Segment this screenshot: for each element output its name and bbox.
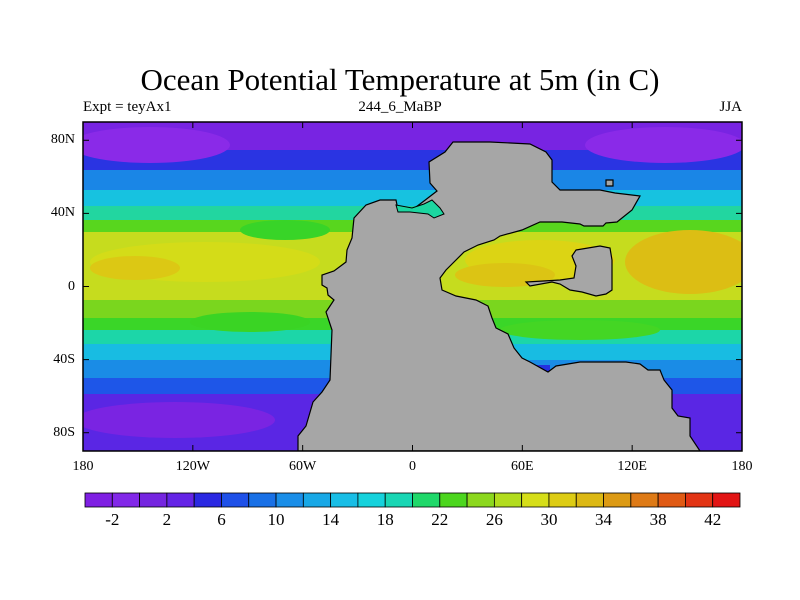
pangaea-west xyxy=(297,141,701,451)
colorbar-label: 10 xyxy=(267,510,285,529)
colorbar-box xyxy=(330,492,359,508)
band-cool-north xyxy=(83,170,742,192)
colorbar-box xyxy=(603,492,632,508)
colorbar-box xyxy=(712,492,741,508)
colorbar-label: 6 xyxy=(217,510,226,529)
land xyxy=(297,141,701,451)
colorbar-label: 34 xyxy=(595,510,613,529)
colorbar-box xyxy=(685,492,714,508)
cold-pool-northwest xyxy=(83,127,230,163)
warm-core-tethys xyxy=(455,263,555,287)
colorbar-box xyxy=(575,492,604,508)
warm-pool-east xyxy=(625,230,742,294)
colorbar-box xyxy=(221,492,250,508)
colorbar-label: -2 xyxy=(105,510,120,529)
lat-tick-label: 0 xyxy=(68,278,75,294)
lon-tick-label: 60E xyxy=(511,459,534,474)
experiment-label: Expt = teyAx1 xyxy=(83,99,172,115)
colorbar-box xyxy=(275,492,304,508)
tethys-central-island xyxy=(524,245,613,297)
colorbar-label: 30 xyxy=(540,510,558,529)
inland-sea xyxy=(395,199,445,219)
green-streak-north xyxy=(240,220,330,240)
lon-tick-label: 120E xyxy=(617,459,647,474)
cold-pool-southwest xyxy=(83,402,275,438)
colorbar-label: 22 xyxy=(431,510,449,529)
colorbar-box xyxy=(84,492,113,508)
lon-tick-label: 0 xyxy=(409,459,416,474)
warm-core-west xyxy=(90,256,180,280)
lat-tick-label: 80N xyxy=(50,132,75,148)
colorbar-box xyxy=(166,492,195,508)
lat-tick-label: 40N xyxy=(50,205,75,221)
lat-tick-label: 80S xyxy=(53,424,75,440)
colorbar-box xyxy=(193,492,222,508)
season-label: JJA xyxy=(719,99,742,115)
green-streak-east xyxy=(500,320,660,340)
band-mild-north xyxy=(83,190,742,208)
colorbar-label: 26 xyxy=(485,510,503,529)
map-field xyxy=(83,122,742,451)
axis-tick-marks xyxy=(82,122,743,451)
arctic-islet xyxy=(605,179,614,187)
colorbar-box xyxy=(493,492,523,508)
colorbar-box xyxy=(139,492,168,508)
colorbar-box xyxy=(357,492,386,508)
map-title: Ocean Potential Temperature at 5m (in C) xyxy=(140,62,660,97)
colorbar-box xyxy=(466,492,495,508)
colorbar-box xyxy=(439,492,468,508)
colorbar-box xyxy=(630,492,659,508)
colorbar-box xyxy=(548,492,577,508)
colorbar-box xyxy=(412,492,441,508)
colorbar-label: 42 xyxy=(704,510,722,529)
cold-pool-northeast xyxy=(585,127,742,163)
lon-tick-label: 180 xyxy=(72,459,94,474)
colorbar-label: 18 xyxy=(376,510,394,529)
lon-tick-label: 60W xyxy=(289,459,317,474)
green-streak-south xyxy=(190,312,310,332)
colorbar-box xyxy=(248,492,277,508)
colorbar-label: 14 xyxy=(322,510,340,529)
colorbar-box xyxy=(521,492,550,508)
period-label: 244_6_MaBP xyxy=(358,99,442,115)
colorbar-box xyxy=(111,492,140,508)
colorbar-box xyxy=(384,492,413,508)
colorbar-label: 38 xyxy=(649,510,667,529)
lat-tick-label: 40S xyxy=(53,351,75,367)
band-cold-north xyxy=(83,150,742,172)
colorbar-box xyxy=(657,492,686,508)
colorbar xyxy=(84,492,741,508)
colorbar-box xyxy=(302,492,332,508)
colorbar-label: 2 xyxy=(162,510,172,529)
lon-tick-label: 180 xyxy=(731,459,753,474)
lon-tick-label: 120W xyxy=(175,459,210,474)
